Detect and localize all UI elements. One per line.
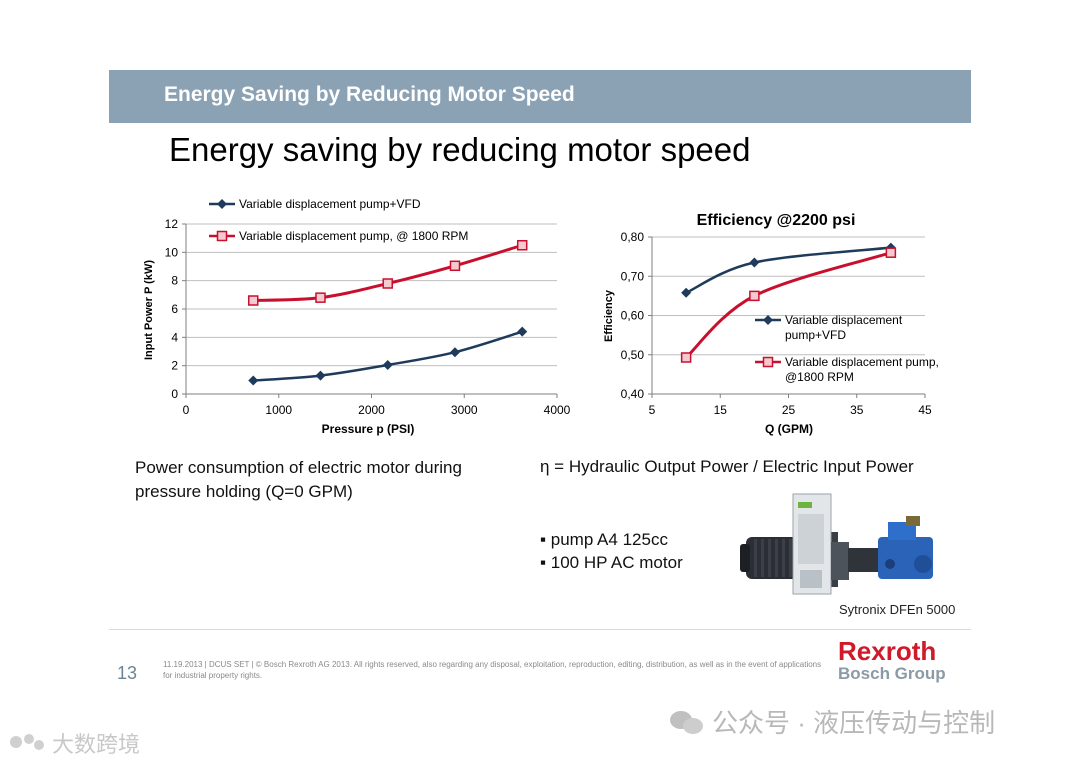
c1-ytick-label: 0 (171, 387, 178, 401)
rexroth-logo: Rexroth (838, 636, 937, 666)
bullet-motor: ▪ 100 HP AC motor (540, 553, 683, 572)
chart1-y-axis-label: Input Power P (kW) (143, 260, 155, 360)
c2-xtick-label: 5 (649, 403, 656, 417)
chart2-y-axis-label: Efficiency (603, 289, 615, 342)
page-number: 13 (117, 663, 138, 683)
c2-ytick-label: 0,80 (621, 230, 645, 244)
photo-caption: Sytronix DFEn 5000 (839, 602, 956, 617)
c1-legend-label: Variable displacement pump, @ 1800 RPM (239, 229, 468, 243)
c2-legend-label: @1800 RPM (785, 370, 854, 384)
footer-divider (109, 629, 971, 630)
c2-xtick-label: 35 (850, 403, 864, 417)
c1-data-point (449, 260, 461, 272)
c1-ytick-label: 2 (171, 359, 178, 373)
c1-xtick-label: 2000 (358, 403, 385, 417)
c2-data-point (885, 247, 897, 258)
banner-title: Energy Saving by Reducing Motor Speed (164, 83, 575, 106)
power-consumption-note: Power consumption of electric motor duri… (135, 456, 462, 504)
c1-ytick-label: 10 (165, 245, 179, 259)
slide-title: Energy saving by reducing motor speed (169, 131, 751, 168)
c1-data-point (449, 347, 460, 358)
c1-data-point (315, 292, 326, 303)
chart1-x-axis-label: Pressure p (PSI) (322, 422, 415, 436)
c2-data-point (749, 290, 760, 302)
c1-legend-marker-1 (216, 230, 228, 242)
wechat-icon (670, 709, 704, 735)
c1-ytick-label: 8 (171, 274, 178, 288)
c2-xtick-label: 15 (714, 403, 728, 417)
c1-data-point (517, 326, 528, 337)
c1-legend-label: Variable displacement pump+VFD (239, 197, 421, 211)
c2-legend-label: Variable displacement pump, (785, 355, 939, 369)
c1-data-point (247, 295, 259, 306)
header-banner: Energy Saving by Reducing Motor Speed (109, 70, 971, 123)
power-note-line1: Power consumption of electric motor duri… (135, 458, 462, 477)
c2-ytick-label: 0,50 (621, 348, 645, 362)
c2-series-line-0 (685, 246, 892, 294)
c1-ytick-label: 4 (171, 330, 178, 344)
c1-data-point (382, 278, 393, 289)
c2-ytick-label: 0,70 (621, 269, 645, 283)
c1-data-point (315, 370, 326, 381)
c2-data-point (681, 287, 692, 298)
chart2-title: Efficiency @2200 psi (697, 212, 856, 229)
watermark-right-text: 公众号 · 液压传动与控制 (712, 708, 996, 738)
c2-xtick-label: 25 (782, 403, 796, 417)
watermark-left-text: 大数跨境 (52, 732, 141, 757)
c2-data-point (749, 257, 760, 268)
c1-xtick-label: 3000 (451, 403, 478, 417)
c1-xtick-label: 4000 (544, 403, 571, 417)
c1-series-line-0 (253, 330, 523, 382)
spec-bullets: ▪ pump A4 125cc ▪ 100 HP AC motor (540, 528, 683, 574)
c2-xtick-label: 45 (918, 403, 932, 417)
c1-data-point (248, 375, 259, 386)
brand-mark-icon (8, 732, 48, 754)
power-note-line2: pressure holding (Q=0 GPM) (135, 482, 353, 501)
c1-xtick-label: 0 (183, 403, 190, 417)
c2-ytick-label: 0,60 (621, 309, 645, 323)
efficiency-formula: η = Hydraulic Output Power / Electric In… (540, 457, 914, 476)
c2-ytick-label: 0,40 (621, 387, 645, 401)
watermark-right: 公众号 · 液压传动与控制 (670, 703, 995, 740)
c2-legend-label: pump+VFD (785, 328, 846, 342)
c1-legend-marker-0 (217, 199, 227, 209)
c2-legend-marker-0 (763, 315, 773, 325)
watermark-left: 大数跨境 (8, 727, 140, 759)
c1-ytick-label: 12 (165, 217, 179, 231)
c2-legend-marker-1 (762, 356, 774, 368)
c2-data-point (680, 352, 692, 363)
bosch-group-logo: Bosch Group (838, 664, 946, 683)
c1-xtick-label: 1000 (265, 403, 292, 417)
c1-series-line-1 (253, 243, 523, 302)
c1-ytick-label: 6 (171, 302, 178, 316)
bullet-pump: ▪ pump A4 125cc (540, 530, 668, 549)
c2-legend-label: Variable displacement (785, 313, 903, 327)
chart2-x-axis-label: Q (GPM) (765, 422, 813, 436)
c1-data-point (382, 359, 393, 370)
sytronix-unit-image (740, 493, 933, 595)
c1-data-point (516, 240, 528, 251)
footer-copyright: 11.19.2013 | DCUS SET | © Bosch Rexroth … (163, 660, 822, 680)
